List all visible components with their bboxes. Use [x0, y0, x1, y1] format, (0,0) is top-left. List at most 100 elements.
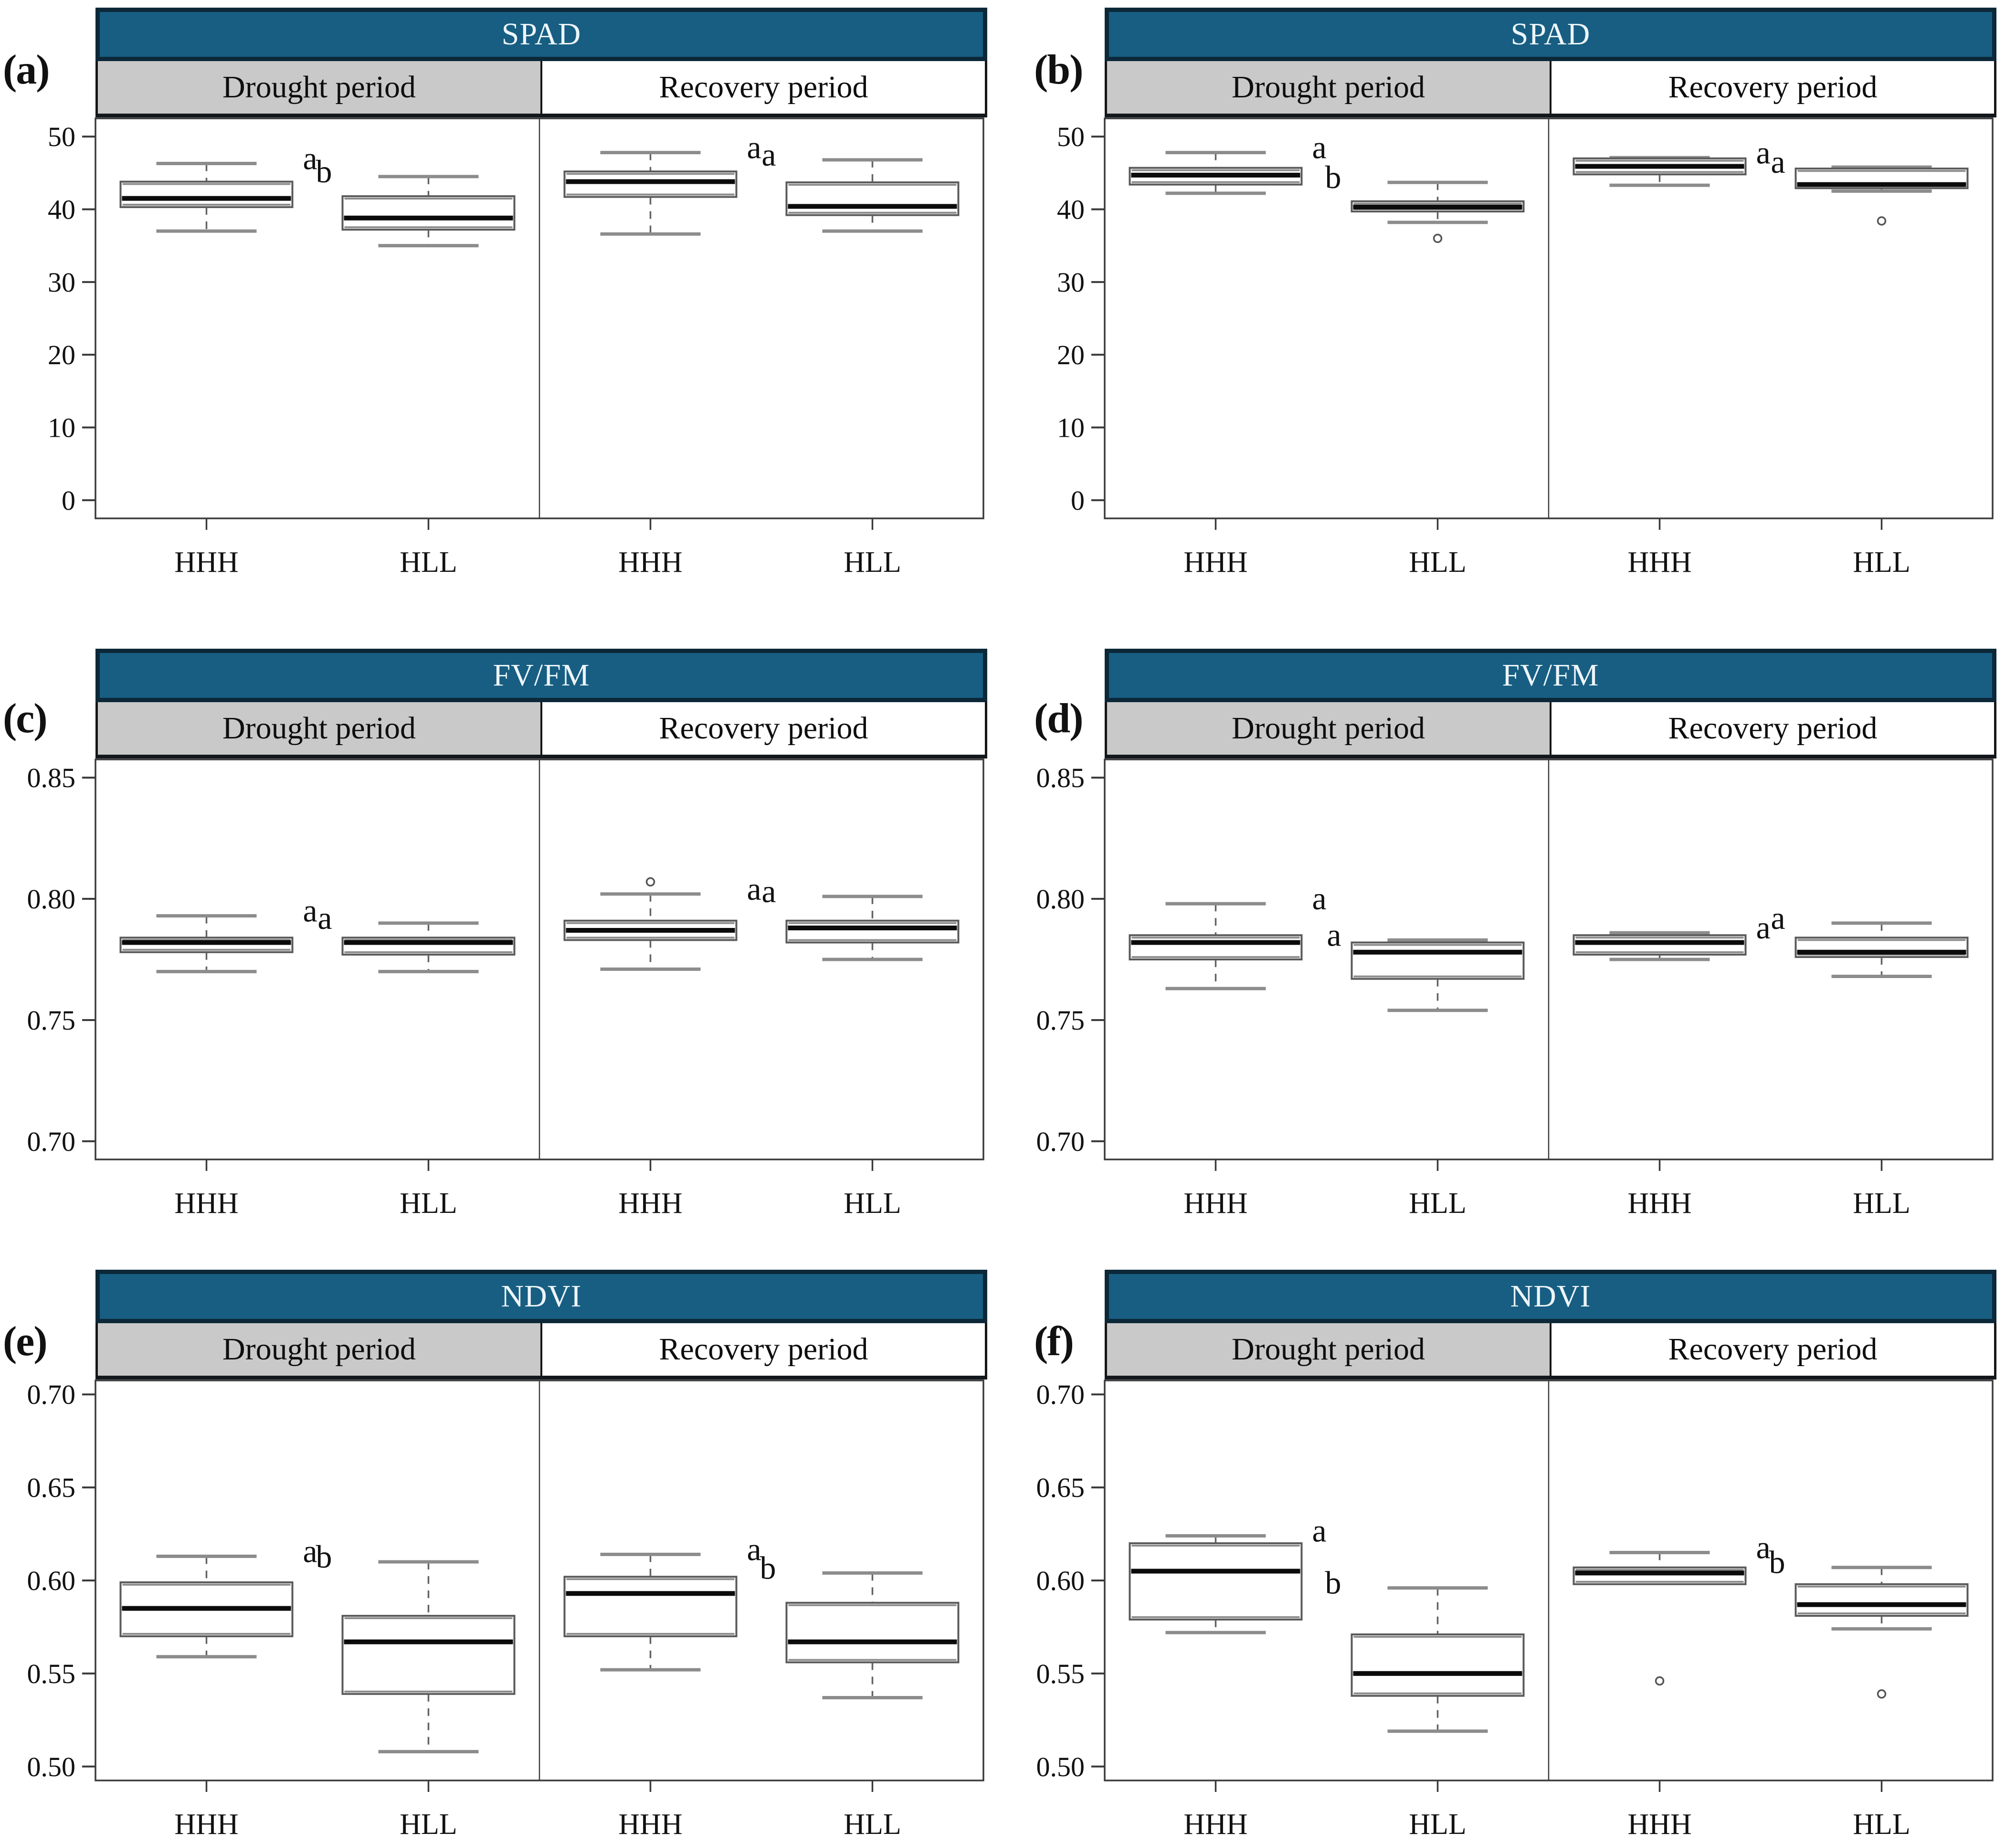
- boxplot-recovery-hll: b: [1769, 1544, 1969, 1699]
- panel-f: (f) NDVI Drought period Recovery period …: [1003, 1229, 2016, 1843]
- panel-d-title-bar: FV/FM: [1105, 649, 1996, 702]
- y-tick-label: 0.60: [1036, 1565, 1085, 1596]
- x-category-label: HLL: [400, 1808, 457, 1838]
- iqr-box: [785, 181, 960, 216]
- subheader-drought-period: Drought period: [98, 702, 540, 755]
- significance-letter: a: [1312, 1512, 1327, 1548]
- iqr-box: [119, 180, 294, 208]
- x-category-label: HHH: [174, 546, 238, 576]
- subheader-recovery-period: Recovery period: [540, 1323, 985, 1376]
- y-tick-label: 40: [48, 194, 75, 225]
- x-category-label: HHH: [174, 1808, 238, 1838]
- boxplot-drought-hhh: a: [1129, 880, 1327, 990]
- panel-label-a: (a): [3, 47, 50, 93]
- boxplot-drought-hll: b: [316, 153, 516, 248]
- significance-letter: a: [303, 893, 317, 929]
- outlier-point: [1433, 233, 1443, 243]
- y-tick-label: 0.70: [27, 1126, 76, 1157]
- significance-letter: a: [1312, 129, 1327, 166]
- panel-e-figure: NDVI Drought period Recovery period 0.50…: [0, 1270, 987, 1838]
- boxplot-drought-hhh: a: [119, 1533, 317, 1659]
- subheader-drought-period: Drought period: [98, 61, 540, 114]
- x-category-label: HHH: [618, 546, 682, 576]
- x-category-label: HHH: [174, 1187, 238, 1217]
- x-category-label: HHH: [1183, 1808, 1247, 1838]
- panel-a-title: SPAD: [501, 17, 581, 52]
- significance-letter: a: [1312, 880, 1327, 916]
- significance-letter: b: [316, 153, 332, 190]
- y-tick-label: 20: [1057, 339, 1085, 370]
- x-category-label: HHH: [1627, 1187, 1691, 1217]
- subheader-drought-period: Drought period: [1107, 1323, 1550, 1376]
- x-category-label: HHH: [1627, 1808, 1691, 1838]
- iqr-box: [1129, 1542, 1303, 1621]
- panel-c-figure: FV/FM Drought period Recovery period 0.7…: [0, 649, 987, 1217]
- y-tick-label: 0.80: [27, 884, 76, 915]
- iqr-box: [563, 1576, 738, 1637]
- boxplot-drought-hhh: a: [1129, 1512, 1327, 1634]
- x-category-label: HLL: [400, 546, 457, 576]
- significance-letter: b: [760, 1549, 776, 1586]
- x-category-label: HHH: [1627, 546, 1691, 576]
- x-category-label: HLL: [844, 1187, 901, 1217]
- x-category-label: HLL: [1853, 546, 1910, 576]
- panel-c-title-bar: FV/FM: [95, 649, 987, 702]
- panel-d: (d) FV/FM Drought period Recovery period…: [1003, 614, 2016, 1229]
- panel-f-title: NDVI: [1510, 1279, 1591, 1314]
- panel-b-title-bar: SPAD: [1105, 8, 1996, 61]
- significance-letter: a: [303, 1533, 317, 1569]
- significance-letter: a: [1756, 909, 1771, 946]
- boxplot-recovery-hll: a: [1771, 900, 1969, 979]
- significance-letter: a: [1771, 144, 1785, 180]
- y-tick-label: 30: [48, 267, 75, 298]
- x-category-label: HLL: [1409, 546, 1467, 576]
- panel-label-e: (e): [3, 1318, 48, 1365]
- significance-letter: b: [316, 1538, 332, 1575]
- boxplot-drought-hhh: a: [1129, 129, 1327, 195]
- panel-label-b: (b): [1034, 47, 1084, 93]
- panel-d-title: FV/FM: [1502, 658, 1599, 693]
- y-tick-label: 0.70: [1036, 1380, 1085, 1410]
- boxplot-drought-hll: a: [317, 900, 516, 973]
- boxplot-drought-hhh: a: [119, 893, 317, 973]
- x-category-label: HLL: [1853, 1808, 1910, 1838]
- boxplot-drought-hll: a: [1327, 916, 1525, 1012]
- panel-label-d: (d): [1034, 695, 1084, 742]
- x-category-label: HLL: [1409, 1187, 1467, 1217]
- significance-letter: a: [1756, 1529, 1771, 1566]
- x-category-label: HHH: [1183, 546, 1247, 576]
- significance-letter: a: [747, 1531, 761, 1567]
- y-tick-label: 0.55: [1036, 1658, 1085, 1689]
- subheader-recovery-period: Recovery period: [540, 61, 985, 114]
- panel-f-period-headers: Drought period Recovery period: [1105, 1323, 1996, 1380]
- subheader-drought-period: Drought period: [1107, 61, 1550, 114]
- panel-c-period-headers: Drought period Recovery period: [95, 702, 987, 758]
- y-tick-label: 50: [48, 121, 75, 152]
- y-tick-label: 50: [1057, 121, 1085, 152]
- panel-f-title-bar: NDVI: [1105, 1270, 1996, 1323]
- x-category-label: HHH: [618, 1187, 682, 1217]
- iqr-box: [341, 1615, 516, 1695]
- y-tick-label: 10: [48, 412, 75, 443]
- panel-label-f: (f): [1034, 1318, 1074, 1365]
- y-tick-label: 0.50: [27, 1751, 76, 1782]
- panel-a-figure: SPAD Drought period Recovery period 0 10 2…: [0, 8, 987, 576]
- panel-e: (e) NDVI Drought period Recovery period …: [0, 1229, 1003, 1843]
- y-tick-label: 0.70: [1036, 1126, 1085, 1157]
- y-tick-label: 0.65: [1036, 1472, 1085, 1503]
- panel-f-figure: NDVI Drought period Recovery period 0.50…: [1009, 1270, 1996, 1838]
- panel-b-figure: SPAD Drought period Recovery period 0 10 2…: [1009, 8, 1996, 576]
- panel-b-period-headers: Drought period Recovery period: [1105, 61, 1996, 117]
- x-category-label: HLL: [400, 1187, 457, 1217]
- y-tick-label: 0.65: [27, 1472, 76, 1503]
- boxplot-recovery-hll: a: [761, 137, 960, 233]
- panel-e-title-bar: NDVI: [95, 1270, 987, 1323]
- y-tick-label: 0.55: [27, 1658, 76, 1689]
- panel-a-title-bar: SPAD: [95, 8, 987, 61]
